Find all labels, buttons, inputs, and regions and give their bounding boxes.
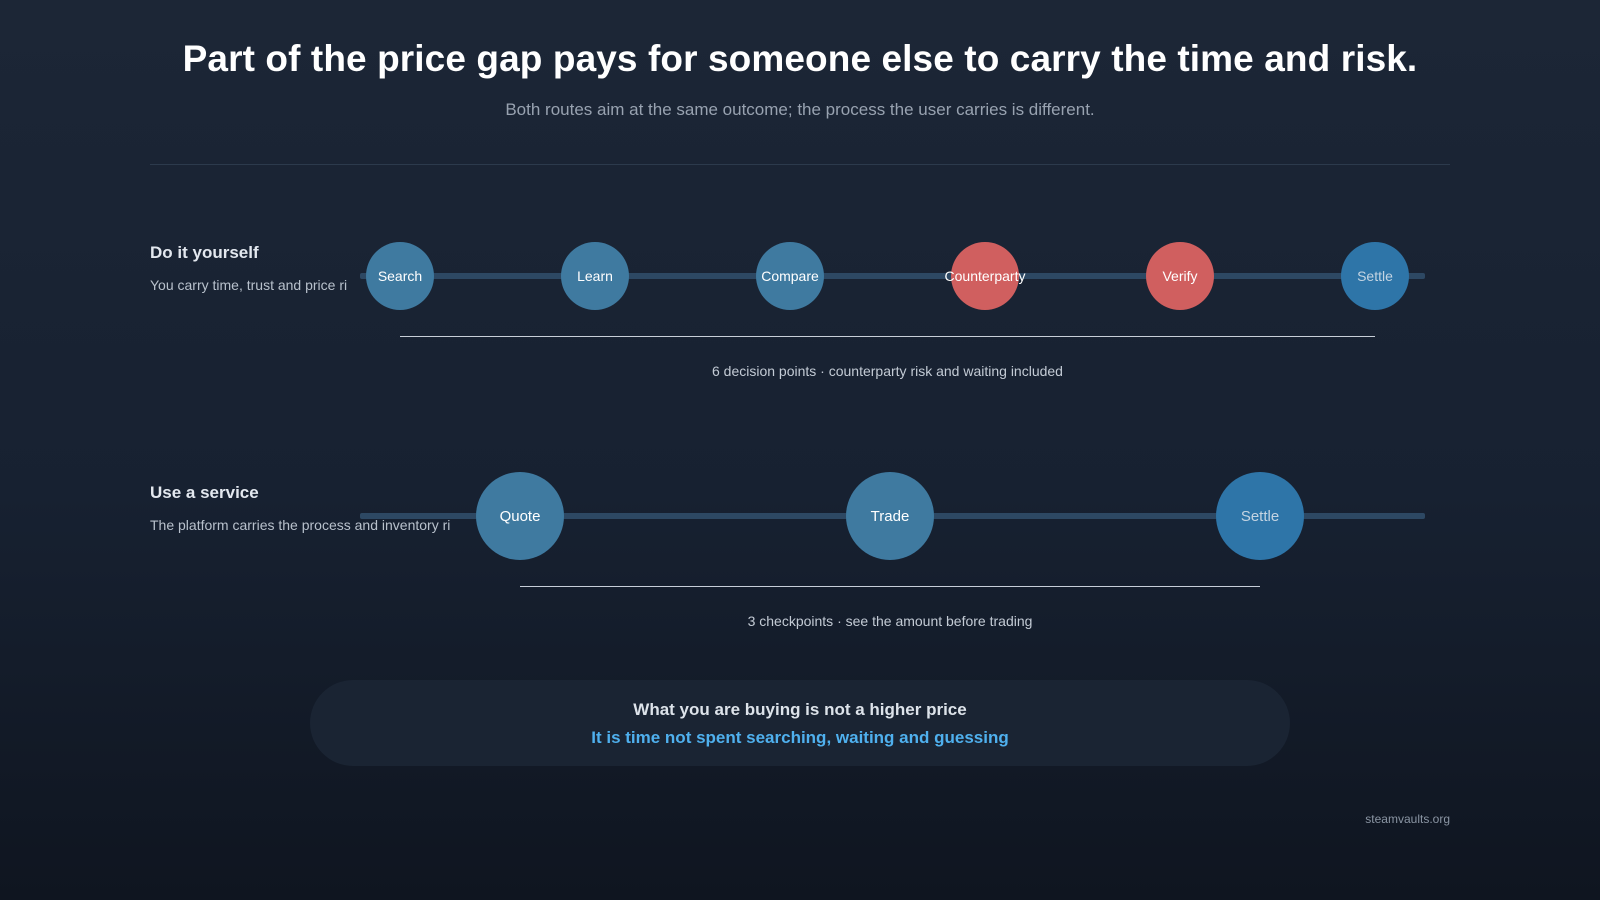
- route-service-summary: 3 checkpoints · see the amount before tr…: [747, 613, 1033, 629]
- route-service-description: The platform carries the process and inv…: [150, 517, 451, 533]
- step-settle: Settle: [1341, 242, 1409, 310]
- step-compare-label: Compare: [761, 268, 819, 284]
- step-settle-label: Settle: [1357, 268, 1393, 284]
- step-verify-label: Verify: [1162, 268, 1198, 284]
- callout-emphasis: It is time not spent searching, waiting …: [591, 728, 1009, 747]
- footer-site: steamvaults.org: [1365, 812, 1450, 826]
- step-compare: Compare: [756, 242, 824, 310]
- step-learn: Learn: [561, 242, 629, 310]
- route-diy-label: Do it yourself: [150, 243, 259, 262]
- route-service-span-line: [520, 586, 1260, 587]
- callout-statement: What you are buying is not a higher pric…: [633, 700, 967, 719]
- step-learn-label: Learn: [577, 268, 613, 284]
- step-trade: Trade: [846, 472, 934, 560]
- page-headline: Part of the price gap pays for someone e…: [182, 38, 1418, 79]
- route-service-label: Use a service: [150, 483, 259, 502]
- step-search-label: Search: [377, 268, 423, 284]
- step-counterparty: Counterparty: [945, 242, 1025, 310]
- step-verify: Verify: [1146, 242, 1214, 310]
- step-search: Search: [366, 242, 434, 310]
- route-diy-description: You carry time, trust and price ri: [150, 277, 348, 293]
- takeaway-callout: What you are buying is not a higher pric…: [310, 680, 1290, 766]
- page-subheadline: Both routes aim at the same outcome; the…: [505, 100, 1095, 119]
- route-diy-span-line: [400, 336, 1375, 337]
- step-quote: Quote: [476, 472, 564, 560]
- step-trade-label: Trade: [870, 507, 910, 525]
- step-quote-label: Quote: [499, 507, 541, 525]
- header-divider: [150, 164, 1450, 165]
- route-diy-summary: 6 decision points · counterparty risk an…: [712, 363, 1063, 379]
- step-service-settle-label: Settle: [1240, 507, 1280, 525]
- step-service-settle: Settle: [1216, 472, 1304, 560]
- step-counterparty-label: Counterparty: [944, 268, 1026, 284]
- route-diy-track: [360, 273, 1425, 279]
